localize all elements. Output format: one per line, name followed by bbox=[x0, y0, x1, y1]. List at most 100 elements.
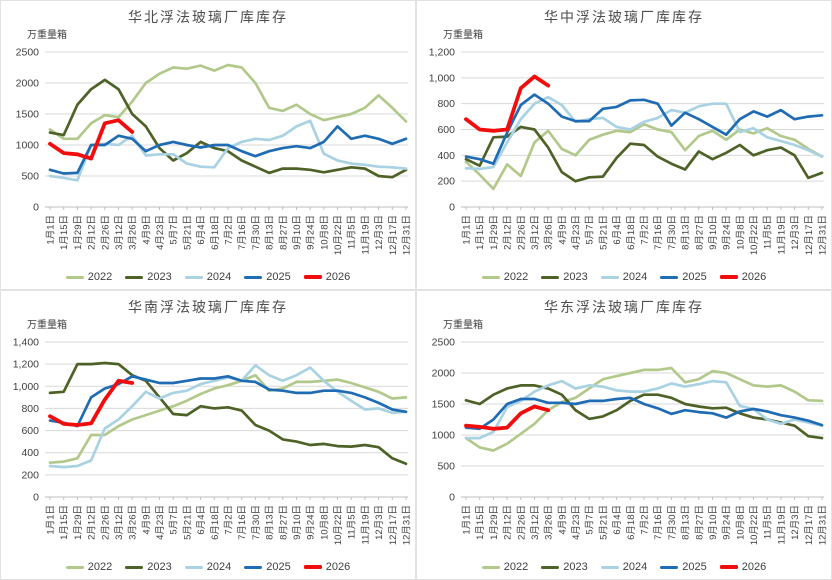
x-axis-tick-label: 3月26日 bbox=[128, 215, 139, 250]
series-line-2025 bbox=[48, 374, 408, 428]
x-axis-tick-label: 12月3日 bbox=[790, 505, 801, 540]
y-axis-unit-label: 万重量箱 bbox=[27, 320, 67, 331]
legend-item-2023: 2023 bbox=[541, 271, 588, 283]
y-axis-tick-label: 1,200 bbox=[429, 47, 455, 59]
legend-swatch-2026 bbox=[719, 275, 738, 279]
y-axis-tick-label: 1,400 bbox=[13, 337, 39, 349]
x-axis-tick-label: 7月2日 bbox=[640, 215, 651, 245]
x-axis-tick-label: 6月4日 bbox=[612, 215, 623, 245]
legend-label-2022: 2022 bbox=[503, 271, 529, 283]
plot-area-north-china: 0 500 1000 1500 2000 2500 1月1日 1月15日 1月29日 2月12日 2… bbox=[16, 47, 413, 256]
x-axis-tick-label: 9月10日 bbox=[292, 215, 303, 250]
x-axis-tick-label: 9月10日 bbox=[292, 505, 303, 540]
x-axis-tick-label: 10月22日 bbox=[749, 505, 760, 545]
x-axis-tick-label: 9月24日 bbox=[306, 215, 317, 250]
x-axis-tick-label: 1月1日 bbox=[462, 505, 473, 535]
x-axis-tick-label: 11月5日 bbox=[347, 505, 358, 539]
legend-label-2026: 2026 bbox=[325, 561, 351, 573]
x-axis-tick-label: 7月30日 bbox=[251, 505, 262, 540]
x-axis-tick-label: 6月18日 bbox=[210, 505, 221, 540]
legend-item-2024: 2024 bbox=[184, 271, 231, 283]
chart-title-central-china: 华中浮法玻璃厂库库存 bbox=[544, 11, 704, 26]
y-axis-tick-label: 1500 bbox=[16, 109, 40, 121]
x-axis-tick-label: 9月10日 bbox=[708, 215, 719, 250]
series-line-2023 bbox=[48, 78, 408, 179]
y-axis-tick-label: 1500 bbox=[432, 399, 456, 411]
y-axis-unit-label: 万重量箱 bbox=[443, 320, 483, 331]
x-axis-tick-label: 7月16日 bbox=[237, 215, 248, 250]
legend-swatch-2022 bbox=[481, 565, 500, 569]
legend-item-2025: 2025 bbox=[660, 271, 707, 283]
legend-label-2026: 2026 bbox=[741, 271, 767, 283]
series-line-2026 bbox=[48, 118, 135, 161]
x-axis-tick-label: 5月7日 bbox=[169, 215, 180, 245]
x-axis-tick-label: 2月12日 bbox=[87, 505, 98, 540]
plot-area-central-china: 0 200 400 600 800 1,000 1,200 1月1日 1月15日 1月29日 2月1… bbox=[429, 47, 829, 256]
x-axis-tick-label: 3月12日 bbox=[530, 215, 541, 250]
x-axis-tick-label: 10月22日 bbox=[749, 215, 760, 255]
legend-swatch-2026 bbox=[303, 275, 322, 279]
chart-panel-central-china: 0 200 400 600 800 1,000 1,200 1月1日 1月15日 1月29日 2月1… bbox=[416, 0, 832, 290]
plot-area-south-china: 0 200 400 600 800 1,000 1,200 1,400 1月1日 1月15日 1月2… bbox=[13, 337, 413, 546]
y-axis-tick-label: 2000 bbox=[16, 78, 40, 90]
x-axis-tick-label: 6月18日 bbox=[626, 505, 637, 540]
x-axis-tick-label: 5月21日 bbox=[182, 215, 193, 250]
x-axis-tick-label: 11月5日 bbox=[763, 215, 774, 249]
series-line-2024 bbox=[48, 363, 408, 469]
y-axis-tick-label: 0 bbox=[449, 492, 455, 504]
x-axis-tick-label: 6月18日 bbox=[626, 215, 637, 250]
legend-swatch-2024 bbox=[184, 275, 203, 279]
x-axis-tick-label: 5月7日 bbox=[585, 215, 596, 245]
y-axis-tick-label: 200 bbox=[21, 469, 39, 481]
x-axis-tick-label: 1月15日 bbox=[59, 505, 70, 540]
y-axis-tick-label: 0 bbox=[449, 202, 455, 214]
legend-swatch-2026 bbox=[719, 565, 738, 569]
legend-label-2025: 2025 bbox=[266, 271, 291, 283]
y-axis-tick-label: 0 bbox=[33, 492, 39, 504]
x-axis-tick-label: 8月13日 bbox=[265, 215, 276, 250]
x-axis-tick-label: 12月3日 bbox=[790, 215, 801, 250]
legend-label-2022: 2022 bbox=[87, 271, 113, 283]
x-axis-tick-label: 12月17日 bbox=[388, 215, 399, 255]
legend-item-2025: 2025 bbox=[660, 561, 707, 573]
y-axis-tick-label: 400 bbox=[437, 150, 455, 162]
legend-label-2024: 2024 bbox=[622, 271, 648, 283]
x-axis-tick-label: 9月10日 bbox=[708, 505, 719, 540]
x-axis-tick-label: 5月7日 bbox=[585, 505, 596, 535]
x-axis-tick-label: 7月30日 bbox=[251, 215, 262, 250]
x-axis-tick-label: 2月12日 bbox=[503, 505, 514, 540]
x-axis-tick-label: 3月26日 bbox=[544, 215, 555, 250]
legend-item-2022: 2022 bbox=[65, 271, 113, 283]
x-axis-tick-label: 6月4日 bbox=[196, 505, 207, 535]
legend-item-2022: 2022 bbox=[481, 561, 528, 573]
y-axis-unit-label: 万重量箱 bbox=[443, 30, 483, 41]
legend-label-2025: 2025 bbox=[682, 271, 707, 283]
x-axis-tick-label: 9月24日 bbox=[722, 505, 733, 540]
y-axis-tick-label: 2000 bbox=[432, 368, 456, 380]
legend-label-2025: 2025 bbox=[682, 561, 707, 573]
x-axis-tick-label: 10月22日 bbox=[333, 505, 344, 545]
x-axis-tick-label: 12月17日 bbox=[388, 505, 399, 545]
legend-swatch-2023 bbox=[125, 565, 144, 569]
x-axis-tick-label: 4月9日 bbox=[141, 505, 152, 535]
legend-item-2022: 2022 bbox=[65, 561, 112, 573]
x-axis-tick-label: 2月26日 bbox=[100, 215, 111, 250]
legend-swatch-2025 bbox=[244, 565, 263, 569]
series-line-2025 bbox=[464, 396, 824, 431]
x-axis-tick-label: 1月29日 bbox=[73, 215, 84, 250]
y-axis-tick-label: 800 bbox=[437, 98, 455, 110]
y-axis-unit-label: 万重量箱 bbox=[27, 30, 67, 41]
x-axis-tick-label: 1月29日 bbox=[489, 505, 500, 540]
y-axis-tick-label: 0 bbox=[33, 202, 39, 214]
x-axis-tick-label: 7月16日 bbox=[653, 215, 664, 250]
y-axis-tick-label: 1,000 bbox=[429, 72, 455, 84]
series-line-2026 bbox=[464, 404, 551, 431]
chart-panel-south-china: 0 200 400 600 800 1,000 1,200 1,400 1月1日 1月15日 1月2… bbox=[0, 290, 416, 580]
legend-swatch-2024 bbox=[600, 275, 619, 279]
series-line-2023 bbox=[48, 361, 408, 466]
legend-swatch-2026 bbox=[303, 565, 322, 569]
x-axis-tick-label: 2月26日 bbox=[516, 215, 527, 250]
x-axis-tick-label: 11月5日 bbox=[763, 505, 774, 539]
x-axis-tick-label: 3月12日 bbox=[530, 505, 541, 540]
x-axis-tick-label: 7月30日 bbox=[667, 505, 678, 540]
